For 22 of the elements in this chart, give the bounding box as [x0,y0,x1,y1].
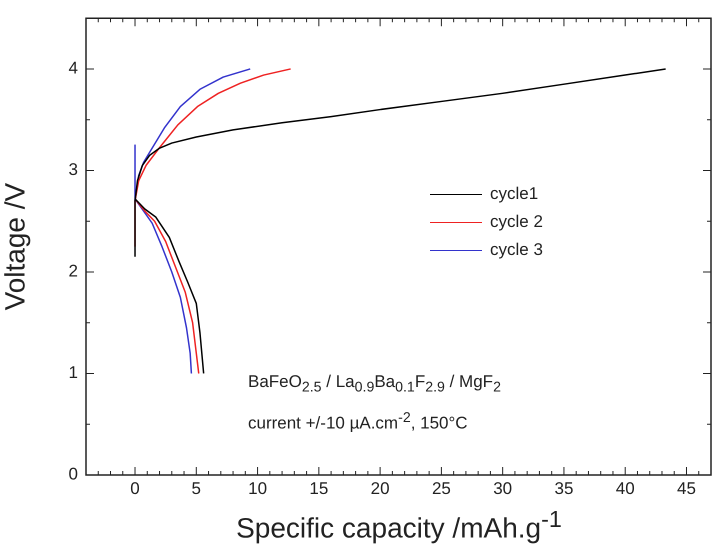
y-tick-label: 2 [68,262,78,281]
legend-label: cycle1 [490,183,538,205]
y-tick-label: 0 [68,464,78,484]
x-tick-label: 5 [192,478,202,498]
x-tick-label: 15 [309,478,328,498]
y-tick-label: 4 [68,58,78,78]
x-tick-label: 0 [130,478,140,498]
x-tick-label: 25 [432,478,451,498]
x-tick-label: 20 [370,478,390,498]
x-tick-label: 10 [248,478,268,498]
x-tick-label: 40 [616,478,635,498]
y-tick-label: 3 [68,160,78,180]
x-tick-label: 35 [554,478,574,498]
annotation: current +/-10 µA.cm$^{-2}$, 150°C [248,410,468,434]
y-axis-title: Voltage /V [0,182,31,310]
y-tick-label: 1 [68,363,78,382]
x-tick-label: 30 [493,478,512,498]
x-tick-label: 45 [677,478,696,498]
x-axis-title: Specific capacity /mAh.g$^{-1}$ [235,506,563,544]
legend-label: cycle 2 [490,211,543,233]
legend-label: cycle 3 [490,239,543,261]
text: BaFeO$_{2.5}$ / La$_{0.9}$Ba$_{0.1}$F$_{2.9}$ / MgF$_{2}$ [248,372,501,396]
